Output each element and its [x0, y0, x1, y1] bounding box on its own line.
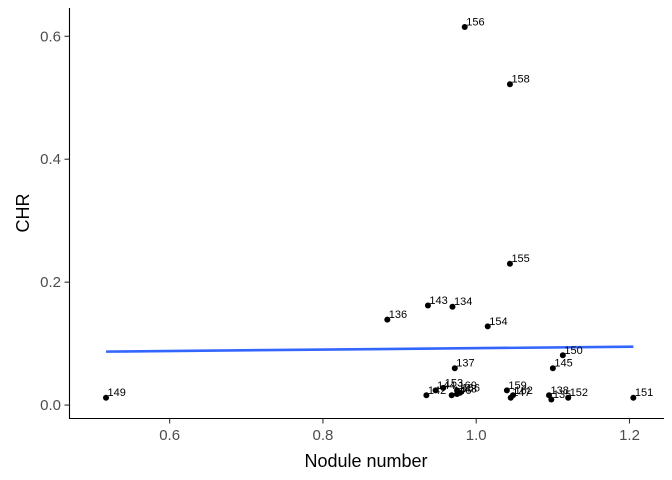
point-label-134: 134	[454, 296, 472, 308]
point-label-150: 150	[564, 345, 582, 357]
x-axis-title: Nodule number	[304, 451, 427, 471]
point-label-137: 137	[456, 358, 474, 370]
point-label-153: 153	[445, 377, 463, 389]
trend-line	[106, 345, 634, 353]
data-point-150	[559, 352, 566, 359]
data-point-135	[548, 396, 555, 403]
data-point-142	[423, 392, 430, 399]
point-label-152: 152	[570, 387, 588, 399]
data-point-152	[565, 394, 572, 401]
data-point-154	[484, 323, 491, 330]
data-point-145	[549, 365, 556, 372]
data-point-144	[432, 387, 439, 394]
x-tick-label: 0.6	[159, 427, 180, 444]
data-point-153	[440, 384, 447, 391]
point-label-149: 149	[108, 387, 126, 399]
points-layer	[103, 24, 637, 403]
point-label-158: 158	[511, 74, 529, 86]
point-label-138: 138	[551, 385, 569, 397]
data-point-155	[506, 260, 513, 267]
point-label-136: 136	[389, 309, 407, 321]
y-tick-label: 0.6	[40, 28, 61, 45]
data-point-151	[630, 394, 637, 401]
point-label-142: 142	[428, 385, 446, 397]
data-point-149	[103, 394, 110, 401]
point-label-155: 155	[511, 253, 529, 265]
point-label-159: 159	[508, 380, 526, 392]
data-point-134	[449, 303, 456, 310]
point-label-147: 147	[512, 387, 530, 399]
x-tick-label: 1.0	[466, 427, 487, 444]
data-point-136	[384, 316, 391, 323]
y-tick-label: 0.4	[40, 151, 61, 168]
data-point-156	[461, 24, 468, 31]
point-label-145: 145	[554, 358, 572, 370]
axes-layer	[68, 8, 664, 420]
trend-layer	[106, 345, 634, 353]
data-point-158	[506, 81, 513, 88]
data-point-147	[507, 394, 514, 401]
y-axis-title: CHR	[13, 194, 33, 233]
point-label-162: 162	[515, 385, 533, 397]
point-label-166: 166	[462, 382, 480, 394]
y-tick-label: 0.0	[40, 397, 61, 414]
point-label-144: 144	[437, 380, 455, 392]
point-label-135: 135	[553, 389, 571, 401]
point-label-160: 160	[459, 380, 477, 392]
point-label-148: 148	[459, 384, 477, 396]
x-tick-label: 1.2	[619, 427, 640, 444]
data-point-166	[457, 389, 464, 396]
point-label-146: 146	[453, 385, 471, 397]
y-tick-label: 0.2	[40, 274, 61, 291]
data-point-137	[451, 365, 458, 372]
data-point-143	[424, 302, 431, 309]
data-point-159	[503, 387, 510, 394]
ticks-layer: 0.6 0.8 1.0 1.2 0.0 0.2 0.4 0.6	[40, 28, 640, 444]
point-label-154: 154	[489, 316, 507, 328]
point-label-151: 151	[635, 387, 653, 399]
point-label-156: 156	[466, 17, 484, 29]
x-tick-label: 0.8	[312, 427, 333, 444]
data-point-146	[448, 392, 455, 399]
point-label-143: 143	[429, 295, 447, 307]
